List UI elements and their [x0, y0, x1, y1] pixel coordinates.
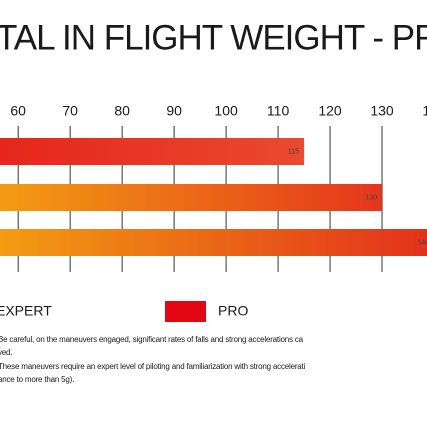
x-tick-label: 140 [422, 103, 427, 119]
x-tick-label: 100 [214, 103, 238, 119]
note: Be careful, on the maneuvers engaged, si… [0, 335, 304, 344]
value-label: 115 [288, 148, 299, 155]
bar [0, 184, 383, 211]
note: ance to more than 5g). [0, 375, 74, 384]
chart-title: TAL IN FLIGHT WEIGHT - PR [0, 18, 427, 57]
bar [0, 138, 305, 165]
x-tick-label: 130 [370, 103, 394, 119]
bar [0, 229, 427, 256]
value-label: 130 [365, 194, 377, 201]
note: ved. [0, 348, 12, 357]
x-tick-label: 80 [114, 103, 130, 119]
value-label: 140 [417, 239, 427, 246]
note: These maneuvers require an expert level … [0, 362, 306, 371]
legend-label: EXPERT [0, 303, 52, 319]
legend-label: PRO [218, 303, 248, 319]
x-tick-label: 110 [267, 103, 290, 119]
x-tick-label: 70 [62, 103, 78, 119]
x-tick-label: 120 [318, 103, 342, 119]
x-tick-label: 90 [166, 103, 182, 119]
legend-swatch [165, 301, 206, 322]
x-tick-label: 60 [10, 103, 26, 119]
